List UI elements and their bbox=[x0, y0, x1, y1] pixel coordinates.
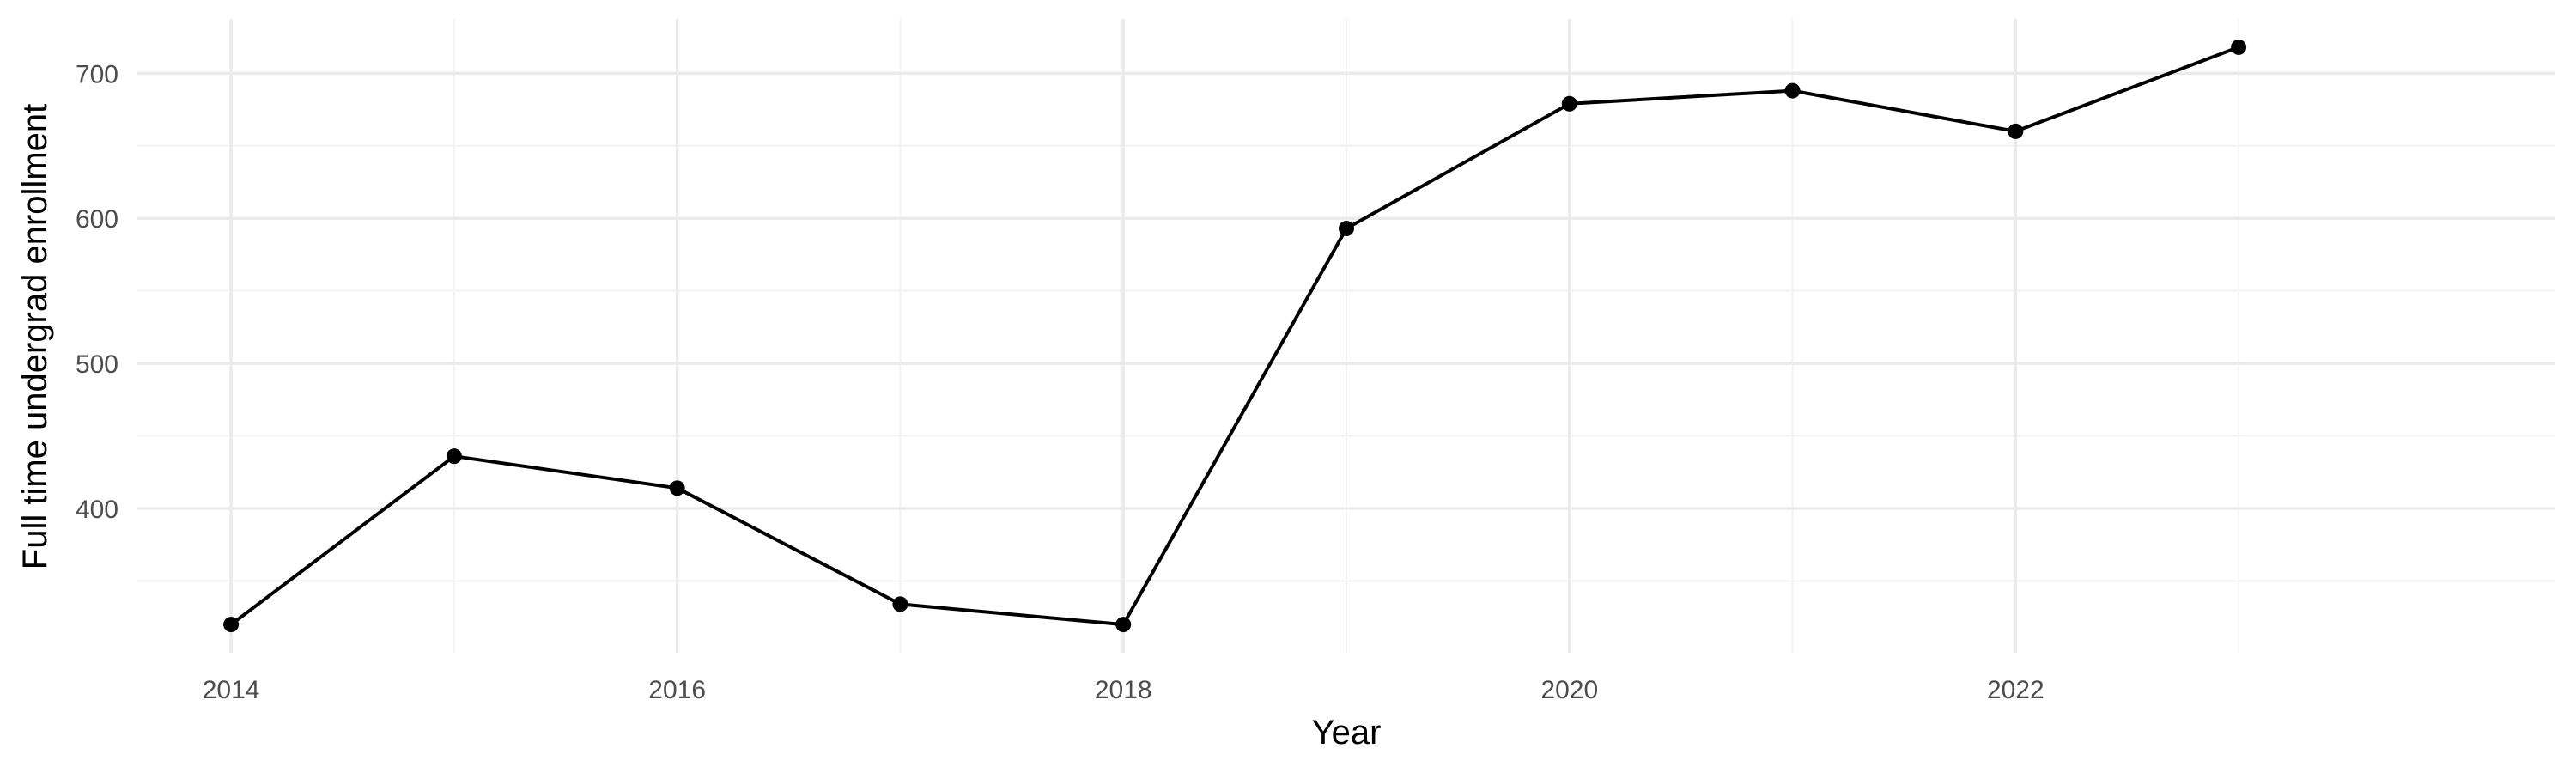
x-axis-tick-labels: 2014 2016 2018 2020 2022 bbox=[203, 676, 2044, 704]
y-tick-label: 700 bbox=[76, 60, 118, 88]
x-tick-label: 2020 bbox=[1540, 676, 1598, 704]
y-tick-label: 600 bbox=[76, 205, 118, 234]
major-gridlines bbox=[137, 19, 2555, 653]
points-layer bbox=[223, 39, 2247, 633]
y-tick-label: 500 bbox=[76, 350, 118, 379]
y-axis-title: Full time undergrad enrollment bbox=[16, 104, 54, 569]
series-layer bbox=[229, 46, 2239, 627]
x-tick-label: 2016 bbox=[648, 676, 706, 704]
data-point bbox=[446, 448, 462, 465]
x-tick-label: 2018 bbox=[1095, 676, 1152, 704]
x-tick-label: 2014 bbox=[203, 676, 260, 704]
data-point bbox=[669, 480, 685, 496]
data-point bbox=[1561, 95, 1577, 112]
y-tick-label: 400 bbox=[76, 496, 118, 524]
data-point bbox=[2008, 123, 2024, 139]
data-point bbox=[223, 617, 240, 633]
series-line bbox=[229, 46, 2239, 627]
y-axis-tick-labels: 400 500 600 700 bbox=[76, 60, 118, 524]
minor-gridlines bbox=[137, 19, 2555, 653]
x-axis-title: Year bbox=[1312, 714, 1382, 752]
data-point bbox=[1339, 221, 1354, 237]
data-point bbox=[2231, 39, 2247, 55]
data-point bbox=[1115, 617, 1132, 633]
data-point bbox=[892, 596, 908, 612]
x-tick-label: 2022 bbox=[1987, 676, 2044, 704]
data-point bbox=[1784, 82, 1801, 99]
